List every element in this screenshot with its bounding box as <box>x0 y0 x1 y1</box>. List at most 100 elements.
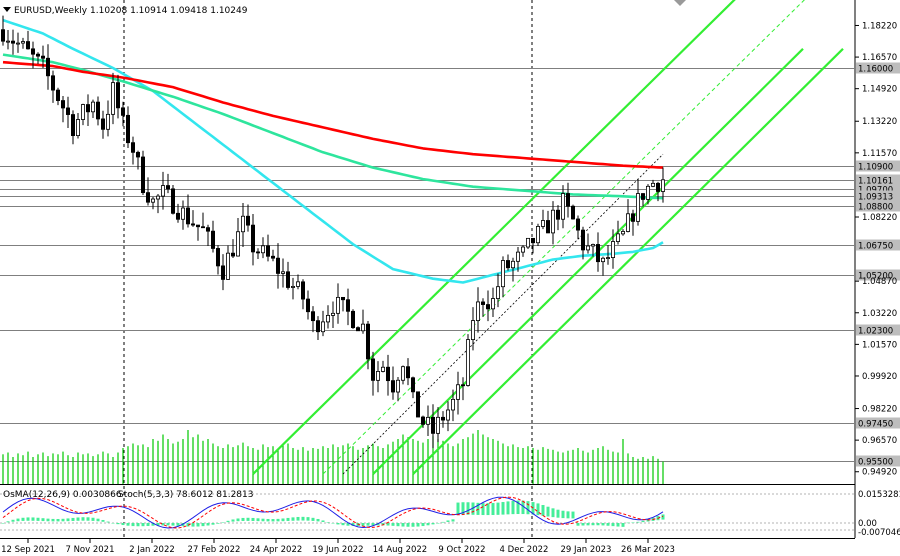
candle-body <box>541 220 546 227</box>
time-tick-label: 7 Nov 2021 <box>65 545 114 555</box>
symbol-dropdown-icon[interactable] <box>3 7 11 12</box>
osma-bar <box>31 517 35 521</box>
candle-body <box>405 366 410 379</box>
time-tick-label: 27 Feb 2022 <box>188 545 241 555</box>
osma-bar <box>586 523 590 526</box>
osma-bar <box>171 523 175 526</box>
price-tick-label: 1.16570 <box>862 53 897 63</box>
chart-shift-marker[interactable] <box>674 0 686 6</box>
osma-bar <box>131 523 135 527</box>
candle-body <box>521 246 526 253</box>
candle-body <box>61 100 66 109</box>
candle-body <box>81 104 86 120</box>
osma-bar <box>71 517 75 521</box>
osma-bar <box>201 523 205 527</box>
candle-body <box>200 226 205 229</box>
candle-body <box>425 416 430 425</box>
stoch-signal-line <box>2 496 664 529</box>
candle-body <box>240 215 245 233</box>
candle-body <box>275 257 280 274</box>
candle-body <box>210 230 215 249</box>
osma-bar <box>151 523 155 526</box>
price-axis: 1.18220 1.16570 1.14920 1.13220 1.11570 1.082… <box>855 21 897 478</box>
candle-body <box>295 281 300 287</box>
candle-body <box>170 188 175 214</box>
osma-bar <box>626 522 630 524</box>
candle-body <box>586 245 591 251</box>
candle-body <box>621 231 626 235</box>
candle-body <box>390 380 395 393</box>
candle-body <box>20 41 25 44</box>
candle-body <box>10 40 15 44</box>
candle-body <box>220 265 225 280</box>
candle-body <box>556 209 561 220</box>
candle-body <box>561 193 566 220</box>
candle-body <box>101 118 106 130</box>
candle-body <box>91 101 96 113</box>
osma-bar <box>206 523 210 526</box>
candle-body <box>360 323 365 332</box>
channel-center-line <box>342 153 664 475</box>
osma-bar <box>361 523 365 526</box>
level-label: 1.05200 <box>858 272 893 282</box>
time-tick-label: 2 Jan 2022 <box>129 545 175 555</box>
candle-body <box>300 281 305 300</box>
candle-body <box>370 358 375 381</box>
candle-body <box>230 252 235 257</box>
price-tick-label: 1.14920 <box>862 85 897 95</box>
osma-bar <box>556 509 560 518</box>
osma-bar <box>366 523 370 526</box>
osma-bar <box>126 523 130 526</box>
candle-body <box>571 205 576 220</box>
candle-body <box>350 310 355 329</box>
symbol-label[interactable]: EURUSD,Weekly <box>14 6 88 16</box>
volume-bars <box>2 430 664 484</box>
candle-body <box>445 409 450 421</box>
candle-body <box>355 327 360 332</box>
candle-body <box>400 366 405 381</box>
osma-bar <box>336 523 340 525</box>
ma-cyan-line <box>2 18 664 284</box>
osma-bar <box>91 517 95 521</box>
time-tick-label: 12 Sep 2021 <box>1 545 55 555</box>
osma-bar <box>76 517 80 521</box>
osma-bar <box>571 511 575 519</box>
osma-bar <box>331 523 335 524</box>
level-label: 1.08800 <box>858 203 893 213</box>
price-tick-label: 1.13220 <box>862 117 897 127</box>
candle-body <box>235 231 240 257</box>
channel-line <box>372 48 804 475</box>
price-tick-label: 1.03220 <box>862 309 897 319</box>
osma-bar <box>146 523 150 526</box>
candle-body <box>121 107 126 116</box>
candle-body <box>581 229 586 251</box>
osma-bar <box>466 502 470 515</box>
osma-bar <box>481 503 485 516</box>
osma-bar <box>446 520 450 522</box>
candle-body <box>46 57 51 77</box>
price-tick-label: 0.96570 <box>862 436 897 446</box>
osma-bar <box>351 523 355 526</box>
osma-bar <box>391 523 395 526</box>
osma-bar <box>236 518 240 522</box>
osc-tick-label: 0.0153281 <box>858 490 900 500</box>
osma-bar <box>501 502 505 515</box>
candle-body <box>531 237 536 244</box>
osma-bar <box>286 517 290 521</box>
osma-bar <box>451 519 455 522</box>
level-tag <box>856 269 900 281</box>
osma-bar <box>541 505 545 516</box>
osma-bar <box>596 523 600 526</box>
osma-bar <box>46 518 50 522</box>
candle-body <box>485 304 490 310</box>
osma-bar <box>41 518 45 522</box>
stoch-main-line <box>2 496 664 529</box>
candle-body <box>255 251 260 254</box>
osma-bar <box>436 523 440 524</box>
osma-bar <box>576 523 580 526</box>
osma-bar <box>186 523 190 527</box>
price-tick-label: 1.08220 <box>862 213 897 223</box>
osma-bar <box>631 522 635 523</box>
